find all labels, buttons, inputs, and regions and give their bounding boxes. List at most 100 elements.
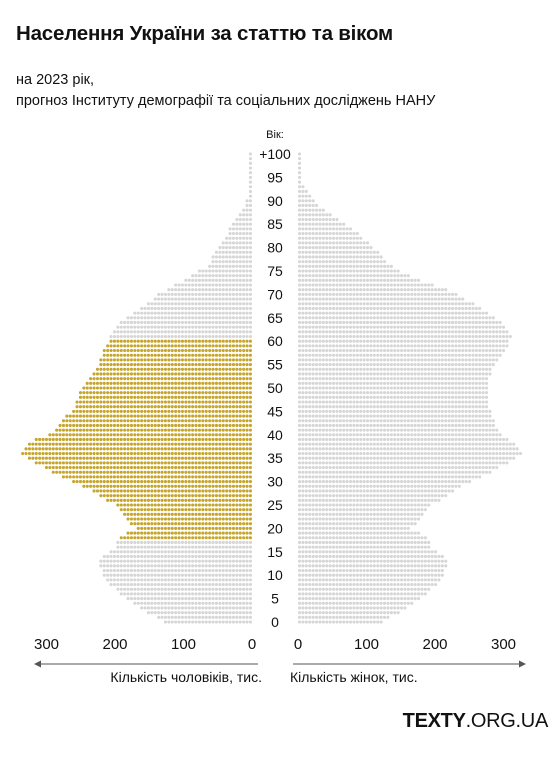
dot-row-right-age-92 [298, 189, 308, 193]
age-tick-label-55: 55 [267, 357, 283, 373]
dot-row-left-age-14 [102, 554, 252, 559]
dot-row-right-age-38 [298, 442, 516, 446]
dot-row-left-age-78 [211, 255, 252, 259]
dot-row-right-age-23 [298, 512, 424, 516]
dot-row-right-age-100 [298, 152, 302, 156]
dot-row-left-age-45 [72, 409, 252, 413]
dot-row-left-age-74 [191, 274, 252, 278]
age-tick-label-90: 90 [267, 193, 283, 209]
dot-row-right-age-14 [298, 554, 444, 559]
dot-row-right-age-97 [298, 166, 302, 170]
dot-row-right-age-91 [298, 194, 312, 198]
dot-row-right-age-79 [298, 250, 380, 254]
dot-row-right-age-31 [298, 475, 482, 479]
dot-row-right-age-65 [298, 316, 495, 320]
dot-row-right-age-30 [298, 480, 472, 484]
x-axis-label-women: Кількість жінок, тис. [290, 669, 418, 685]
brand-rest: .ORG.UA [465, 710, 549, 732]
dot-row-right-age-44 [298, 414, 492, 418]
dot-row-left-age-48 [78, 395, 252, 399]
dot-row-left-age-21 [129, 522, 252, 526]
age-tick-label-40: 40 [267, 427, 283, 443]
dot-row-left-age-90 [245, 199, 252, 203]
dot-row-left-age-32 [51, 470, 252, 474]
dot-row-left-age-23 [123, 512, 252, 516]
dot-row-left-age-1 [157, 615, 252, 619]
dot-row-right-age-32 [298, 470, 492, 474]
x-tick-right-200: 200 [422, 636, 447, 653]
dot-row-left-age-93 [248, 185, 252, 189]
dot-row-left-age-86 [235, 217, 252, 222]
dot-row-left-age-54 [95, 367, 252, 371]
dot-row-left-age-30 [72, 480, 252, 484]
dot-row-right-age-46 [298, 405, 489, 409]
dot-row-left-age-95 [248, 175, 252, 179]
dot-row-right-age-78 [298, 255, 383, 259]
dot-row-right-age-68 [298, 302, 475, 306]
x-tick-left-100: 100 [171, 636, 196, 653]
dot-row-left-age-72 [174, 283, 252, 287]
dot-row-left-age-2 [146, 611, 252, 615]
dot-row-right-age-33 [298, 466, 499, 470]
dot-row-right-age-21 [298, 522, 417, 526]
dot-row-left-age-66 [133, 311, 252, 315]
dot-row-right-age-20 [298, 526, 410, 530]
age-tick-label-85: 85 [267, 216, 283, 232]
age-tick-label-45: 45 [267, 403, 283, 419]
age-tick-label-95: 95 [267, 169, 283, 185]
dot-row-right-age-77 [298, 260, 387, 264]
age-tick-label-75: 75 [267, 263, 283, 279]
dot-row-left-age-61 [109, 334, 252, 339]
dot-row-left-age-67 [140, 306, 252, 310]
dot-row-left-age-6 [119, 592, 252, 596]
dot-row-left-age-85 [231, 222, 252, 226]
series-right [298, 152, 523, 624]
dot-row-left-age-64 [119, 320, 252, 325]
dot-row-right-age-47 [298, 400, 489, 404]
dot-row-right-age-80 [298, 246, 373, 250]
dot-row-right-age-70 [298, 292, 458, 296]
dot-row-left-age-52 [89, 377, 252, 381]
dot-row-left-age-81 [221, 241, 252, 245]
dot-row-right-age-54 [298, 367, 492, 371]
dot-row-right-age-55 [298, 363, 495, 367]
dot-row-left-age-13 [99, 559, 252, 563]
dot-row-left-age-49 [78, 391, 252, 395]
dot-row-right-age-39 [298, 437, 509, 442]
dot-row-left-age-51 [85, 381, 252, 385]
dot-row-left-age-57 [102, 353, 252, 357]
dot-row-right-age-59 [298, 344, 509, 348]
dot-row-right-age-42 [298, 423, 495, 427]
dot-row-right-age-8 [298, 583, 438, 587]
age-tick-label-5: 5 [271, 591, 279, 607]
age-tick-label-35: 35 [267, 450, 283, 466]
dot-row-right-age-51 [298, 381, 489, 385]
dot-row-right-age-90 [298, 199, 315, 203]
x-tick-right-300: 300 [491, 636, 516, 653]
dot-row-left-age-62 [112, 330, 252, 334]
age-tick-label-30: 30 [267, 474, 283, 490]
dot-row-left-age-17 [116, 540, 252, 544]
age-tick-label-20: 20 [267, 520, 283, 536]
dot-row-right-age-24 [298, 508, 427, 512]
dot-row-right-age-88 [298, 208, 325, 212]
dot-row-left-age-19 [126, 531, 252, 535]
age-tick-label-25: 25 [267, 497, 283, 513]
left-arrowhead-icon [34, 660, 41, 668]
dot-row-left-age-46 [75, 405, 252, 409]
dot-row-left-age-68 [146, 302, 252, 306]
dot-row-right-age-34 [298, 461, 509, 465]
dot-row-left-age-84 [228, 227, 252, 231]
age-tick-label-100: +100 [259, 146, 291, 162]
dot-row-right-age-89 [298, 203, 319, 208]
dot-row-right-age-81 [298, 241, 370, 245]
dot-row-left-age-50 [82, 386, 252, 390]
dot-row-left-age-41 [55, 428, 252, 432]
age-tick-label-50: 50 [267, 380, 283, 396]
dot-row-left-age-96 [248, 171, 252, 175]
dot-row-right-age-71 [298, 288, 448, 292]
age-tick-label-80: 80 [267, 240, 283, 256]
dot-row-left-age-94 [248, 180, 252, 184]
subtitle-line-2: прогноз Інституту демографії та соціальн… [16, 93, 436, 109]
